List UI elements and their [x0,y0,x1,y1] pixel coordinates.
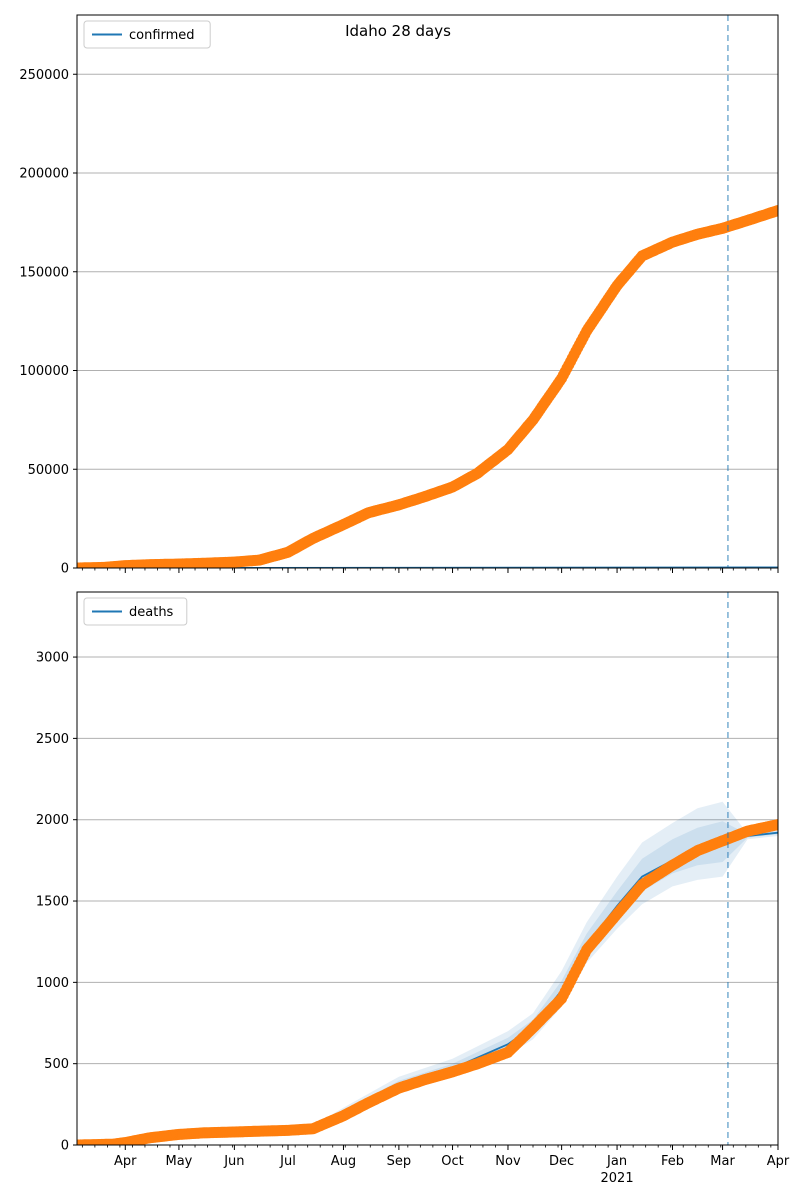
uncertainty-band [77,821,778,1145]
observed-point [772,819,778,831]
y-tick-label: 250000 [19,68,69,83]
legend: deaths [83,597,188,626]
y-tick-label: 150000 [19,265,69,280]
x-tick-label: Feb [661,1154,684,1169]
x-tick-label: Aug [331,1154,356,1169]
y-tick-label: 1500 [36,895,69,910]
plot-frame [76,591,779,1146]
deaths-panel: 0 500 1000 1500 2000 2500 3000 Apr May Jun Jul Aug S… [36,591,790,1186]
x-tick-label: May [165,1154,192,1169]
legend: confirmed [83,20,211,49]
y-tick-label: 500 [44,1057,69,1072]
x-tick-label: Nov [495,1154,521,1169]
legend-label: deaths [129,605,174,620]
y-tick-label: 200000 [19,167,69,182]
y-tick-label: 2500 [36,732,69,747]
x-tick-label: Dec [549,1154,574,1169]
plot-area [77,801,778,1145]
x-tick-label: Jun [223,1154,244,1169]
observed-point [772,205,778,216]
x-tick-label: Apr [114,1154,137,1169]
y-tick-label: 3000 [36,651,69,666]
y-tick-label: 2000 [36,813,69,828]
y-tick-label: 100000 [19,364,69,379]
y-tick-label: 0 [61,1139,69,1154]
x-year-label: 2021 [601,1171,634,1186]
y-tick-label: 1000 [36,976,69,991]
y-tick-label: 0 [61,562,69,577]
x-tick-label: Mar [710,1154,735,1169]
x-tick-label: Jan [606,1154,627,1169]
legend-label: confirmed [129,28,195,43]
figure-title: Idaho 28 days [345,22,451,40]
plot-area [77,205,778,568]
x-tick-label: Jul [279,1154,296,1169]
legend-box [83,20,211,49]
confirmed-panel: 0 50000 100000 150000 200000 250000 confirmed [19,14,779,577]
x-tick-label: Sep [387,1154,412,1169]
plot-frame [76,14,779,569]
y-tick-label: 50000 [28,463,69,478]
legend-box [83,597,188,626]
x-tick-label: Apr [767,1154,790,1169]
x-tick-label: Oct [441,1154,463,1169]
